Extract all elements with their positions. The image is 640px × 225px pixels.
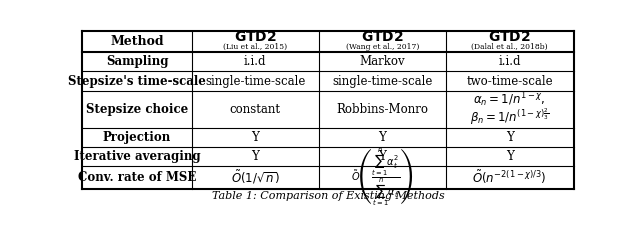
Text: Y: Y: [378, 131, 387, 144]
Text: Table 1: Comparison of Existing Methods: Table 1: Comparison of Existing Methods: [212, 191, 444, 201]
Text: i.i.d: i.i.d: [499, 55, 521, 68]
Text: Y: Y: [506, 131, 513, 144]
Text: single-time-scale: single-time-scale: [205, 75, 305, 88]
Text: Method: Method: [110, 35, 164, 48]
Text: Y: Y: [252, 131, 259, 144]
Text: Conv. rate of MSE: Conv. rate of MSE: [78, 171, 196, 184]
Text: single-time-scale: single-time-scale: [332, 75, 433, 88]
Text: Y: Y: [506, 150, 513, 163]
Text: $\beta_n = 1/n^{(1-\chi)\frac{2}{3}}$: $\beta_n = 1/n^{(1-\chi)\frac{2}{3}}$: [470, 107, 549, 127]
Text: $\mathbf{GTD2}$: $\mathbf{GTD2}$: [488, 30, 531, 44]
Text: Sampling: Sampling: [106, 55, 168, 68]
Text: $\mathbf{GTD2}$: $\mathbf{GTD2}$: [234, 30, 276, 44]
Text: (Dalal et al., 2018b): (Dalal et al., 2018b): [471, 43, 548, 51]
Text: constant: constant: [230, 103, 281, 116]
Text: Iterative averaging: Iterative averaging: [74, 150, 200, 163]
Text: Y: Y: [378, 150, 387, 163]
Text: i.i.d: i.i.d: [244, 55, 267, 68]
Text: Stepsize's time-scale: Stepsize's time-scale: [68, 75, 206, 88]
Text: Projection: Projection: [103, 131, 171, 144]
Text: $\alpha_n = 1/n^{1-\chi},$: $\alpha_n = 1/n^{1-\chi},$: [474, 90, 546, 109]
Text: Markov: Markov: [360, 55, 405, 68]
Text: $\tilde{O}\!\left(\dfrac{\sum_{t=1}^{n}\alpha_t^2}{\sum_{t=1}^{n}\alpha_t}\right: $\tilde{O}\!\left(\dfrac{\sum_{t=1}^{n}\…: [351, 146, 413, 208]
Text: two-time-scale: two-time-scale: [466, 75, 553, 88]
Text: $\tilde{O}(n^{-2(1-\chi)/3})$: $\tilde{O}(n^{-2(1-\chi)/3})$: [472, 169, 547, 186]
Text: $\tilde{O}(1/\sqrt{n})$: $\tilde{O}(1/\sqrt{n})$: [231, 169, 280, 186]
Text: Robbins-Monro: Robbins-Monro: [336, 103, 428, 116]
Text: (Wang et al., 2017): (Wang et al., 2017): [346, 43, 419, 51]
Text: (Liu et al., 2015): (Liu et al., 2015): [223, 43, 287, 51]
Text: Y: Y: [252, 150, 259, 163]
Text: $\mathbf{GTD2}$: $\mathbf{GTD2}$: [361, 30, 404, 44]
Text: Stepsize choice: Stepsize choice: [86, 103, 188, 116]
